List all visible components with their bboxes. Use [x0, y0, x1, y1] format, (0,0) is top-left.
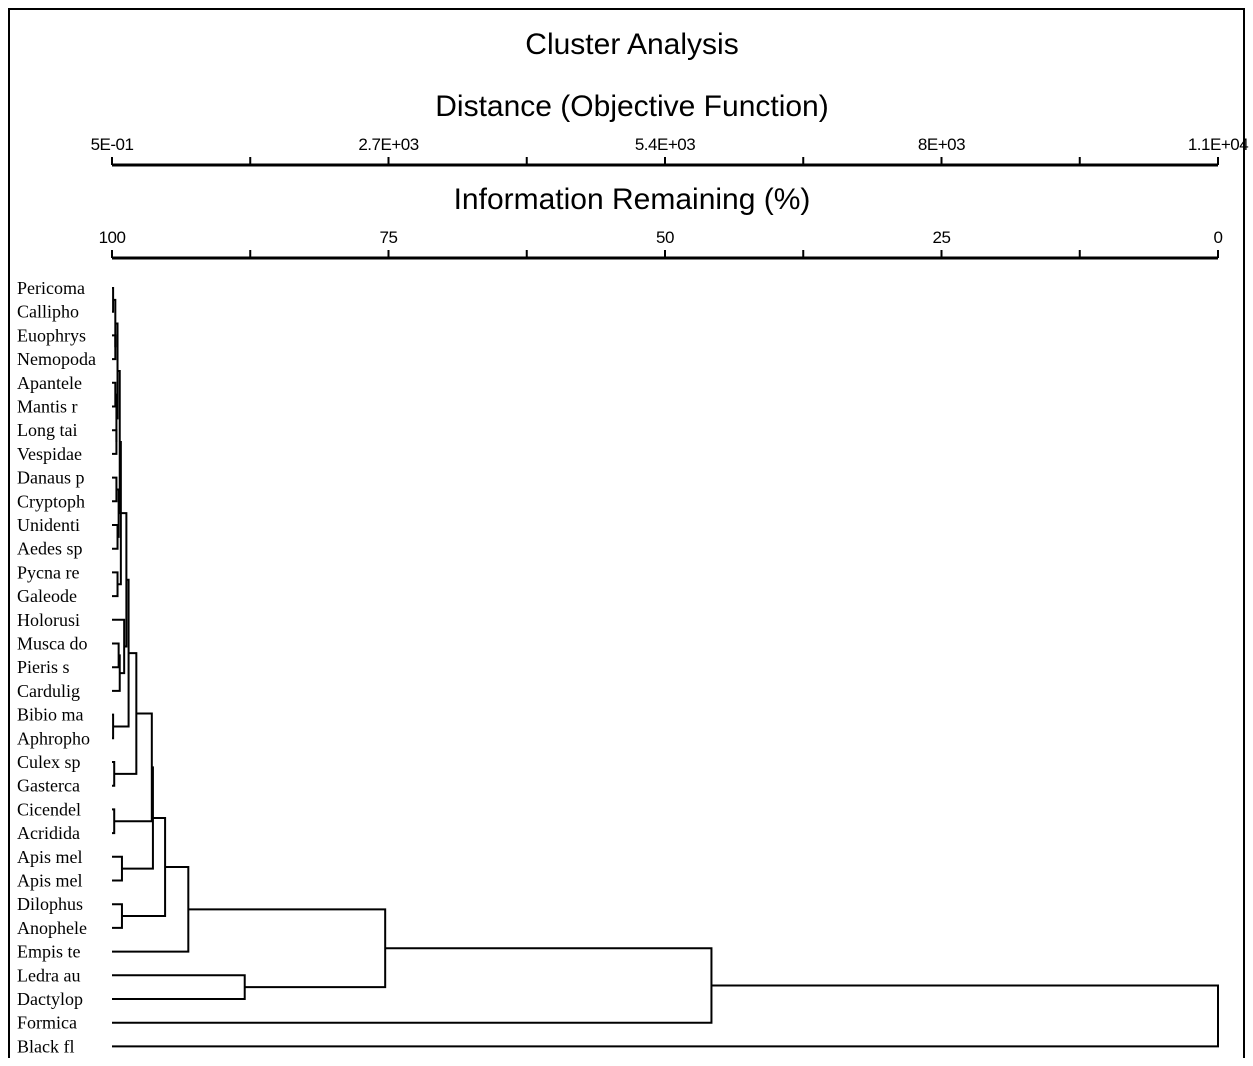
- dendrogram-link: [112, 866, 190, 953]
- dendrogram-link: [112, 761, 116, 787]
- dendrogram-link: [121, 766, 154, 870]
- distance-tick-label: 1.1E+04: [1188, 135, 1248, 154]
- leaf-label: Bibio ma: [17, 705, 84, 725]
- leaf-label: Danaus p: [17, 468, 84, 488]
- leaf-label: Cryptoph: [17, 491, 85, 511]
- leaf-labels-group: Pericoma Callipho Euophrys Nemopoda Apantele…: [17, 278, 96, 1056]
- dendrogram-link: [112, 808, 116, 835]
- distance-tick-label: 5E-01: [91, 135, 134, 154]
- axes-group: 5E-01 2.7E+03 5.4E+03 8E+03 1.1E+04 100 75 50 25…: [91, 135, 1249, 260]
- leaf-label: Pericoma: [17, 278, 85, 298]
- leaf-label: Pieris s: [17, 657, 70, 677]
- dendrogram-link: [112, 974, 246, 1000]
- dendrogram-link: [121, 817, 167, 918]
- leaf-label: Unidenti: [17, 515, 80, 535]
- dendrogram-link: [112, 903, 123, 929]
- leaf-label: Gasterca: [17, 776, 80, 796]
- leaf-label: Dactylop: [17, 989, 83, 1009]
- info-tick-label: 25: [933, 228, 951, 247]
- info-axis-title: Information Remaining (%): [454, 183, 811, 216]
- dendrogram-link: [114, 712, 153, 823]
- info-tick-label: 75: [380, 228, 398, 247]
- info-tick-label: 50: [656, 228, 674, 247]
- leaf-label: Cardulig: [17, 681, 80, 701]
- leaf-label: Dilophus: [17, 894, 83, 914]
- dendrogram-link: [112, 571, 119, 598]
- dendrogram-link: [112, 947, 713, 1024]
- leaf-label: Mantis r: [17, 397, 78, 417]
- dendrogram-link: [113, 298, 117, 348]
- dendrogram-link: [112, 855, 123, 882]
- distance-axis-title: Distance (Objective Function): [435, 90, 829, 123]
- dendrogram-link: [112, 642, 120, 669]
- distance-tick-label: 5.4E+03: [635, 135, 695, 154]
- info-tick-label: 0: [1214, 228, 1223, 247]
- leaf-label: Culex sp: [17, 752, 81, 772]
- leaf-label: Holorusi: [17, 610, 80, 630]
- leaf-label: Apis mel: [17, 871, 83, 891]
- dendrogram-link: [114, 652, 138, 775]
- leaf-label: Vespidae: [17, 444, 82, 464]
- distance-tick-label: 2.7E+03: [358, 135, 418, 154]
- leaf-label: Acridida: [17, 823, 80, 843]
- leaf-label: Black fl: [17, 1036, 74, 1056]
- dendrogram-link: [115, 393, 118, 443]
- leaf-label: Ledra au: [17, 965, 80, 985]
- leaf-label: Euophrys: [17, 325, 86, 345]
- dendrogram-link: [112, 381, 117, 408]
- dendrogram-link: [112, 524, 119, 550]
- dendrogram-link: [112, 984, 1219, 1048]
- leaf-label: Galeode: [17, 586, 77, 606]
- leaf-label: Aedes sp: [17, 539, 83, 559]
- leaf-label: Apis mel: [17, 847, 83, 867]
- leaf-label: Apantele: [17, 373, 82, 393]
- dendrogram-link: [112, 287, 115, 313]
- chart-title: Cluster Analysis: [525, 28, 738, 61]
- dendrogram-link: [112, 713, 115, 740]
- leaf-label: Musca do: [17, 634, 88, 654]
- leaf-label: Nemopoda: [17, 349, 96, 369]
- leaf-label: Formica: [17, 1013, 77, 1033]
- chart-frame: [8, 8, 1245, 1058]
- dendrogram-links-group: [112, 287, 1219, 1048]
- leaf-label: Cicendel: [17, 799, 81, 819]
- leaf-label: Pycna re: [17, 562, 79, 582]
- leaf-label: Anophele: [17, 918, 87, 938]
- info-tick-label: 100: [99, 228, 126, 247]
- distance-tick-label: 8E+03: [918, 135, 965, 154]
- leaf-label: Aphropho: [17, 728, 90, 748]
- leaf-label: Empis te: [17, 942, 81, 962]
- leaf-label: Long tai: [17, 420, 78, 440]
- dendrogram-link: [112, 476, 118, 503]
- leaf-label: Callipho: [17, 302, 79, 322]
